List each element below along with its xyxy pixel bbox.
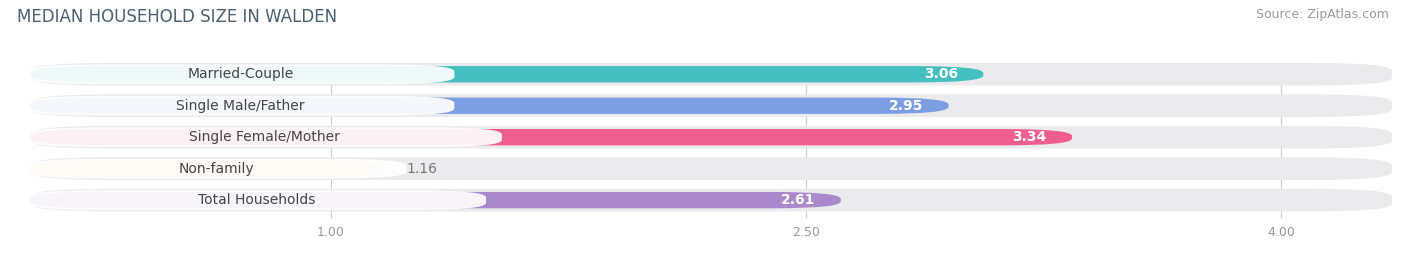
Text: Single Female/Mother: Single Female/Mother — [188, 130, 340, 144]
Text: MEDIAN HOUSEHOLD SIZE IN WALDEN: MEDIAN HOUSEHOLD SIZE IN WALDEN — [17, 8, 337, 26]
Text: 2.61: 2.61 — [782, 193, 815, 207]
FancyBboxPatch shape — [30, 157, 1392, 180]
FancyBboxPatch shape — [30, 126, 1392, 148]
FancyBboxPatch shape — [30, 129, 1071, 145]
Text: 2.95: 2.95 — [889, 99, 924, 113]
FancyBboxPatch shape — [30, 63, 1392, 86]
Text: Non-family: Non-family — [179, 162, 254, 176]
Text: Married-Couple: Married-Couple — [187, 67, 294, 81]
Text: Source: ZipAtlas.com: Source: ZipAtlas.com — [1256, 8, 1389, 21]
FancyBboxPatch shape — [27, 96, 454, 115]
FancyBboxPatch shape — [30, 192, 841, 208]
FancyBboxPatch shape — [30, 66, 983, 82]
FancyBboxPatch shape — [30, 161, 381, 177]
Text: 3.34: 3.34 — [1012, 130, 1046, 144]
Text: Single Male/Father: Single Male/Father — [176, 99, 305, 113]
Text: 1.16: 1.16 — [406, 162, 437, 176]
FancyBboxPatch shape — [30, 98, 949, 114]
FancyBboxPatch shape — [27, 190, 486, 210]
Text: Total Households: Total Households — [198, 193, 315, 207]
FancyBboxPatch shape — [30, 189, 1392, 211]
FancyBboxPatch shape — [27, 128, 502, 147]
FancyBboxPatch shape — [27, 159, 406, 178]
Text: 3.06: 3.06 — [924, 67, 957, 81]
FancyBboxPatch shape — [27, 65, 454, 84]
FancyBboxPatch shape — [30, 94, 1392, 117]
